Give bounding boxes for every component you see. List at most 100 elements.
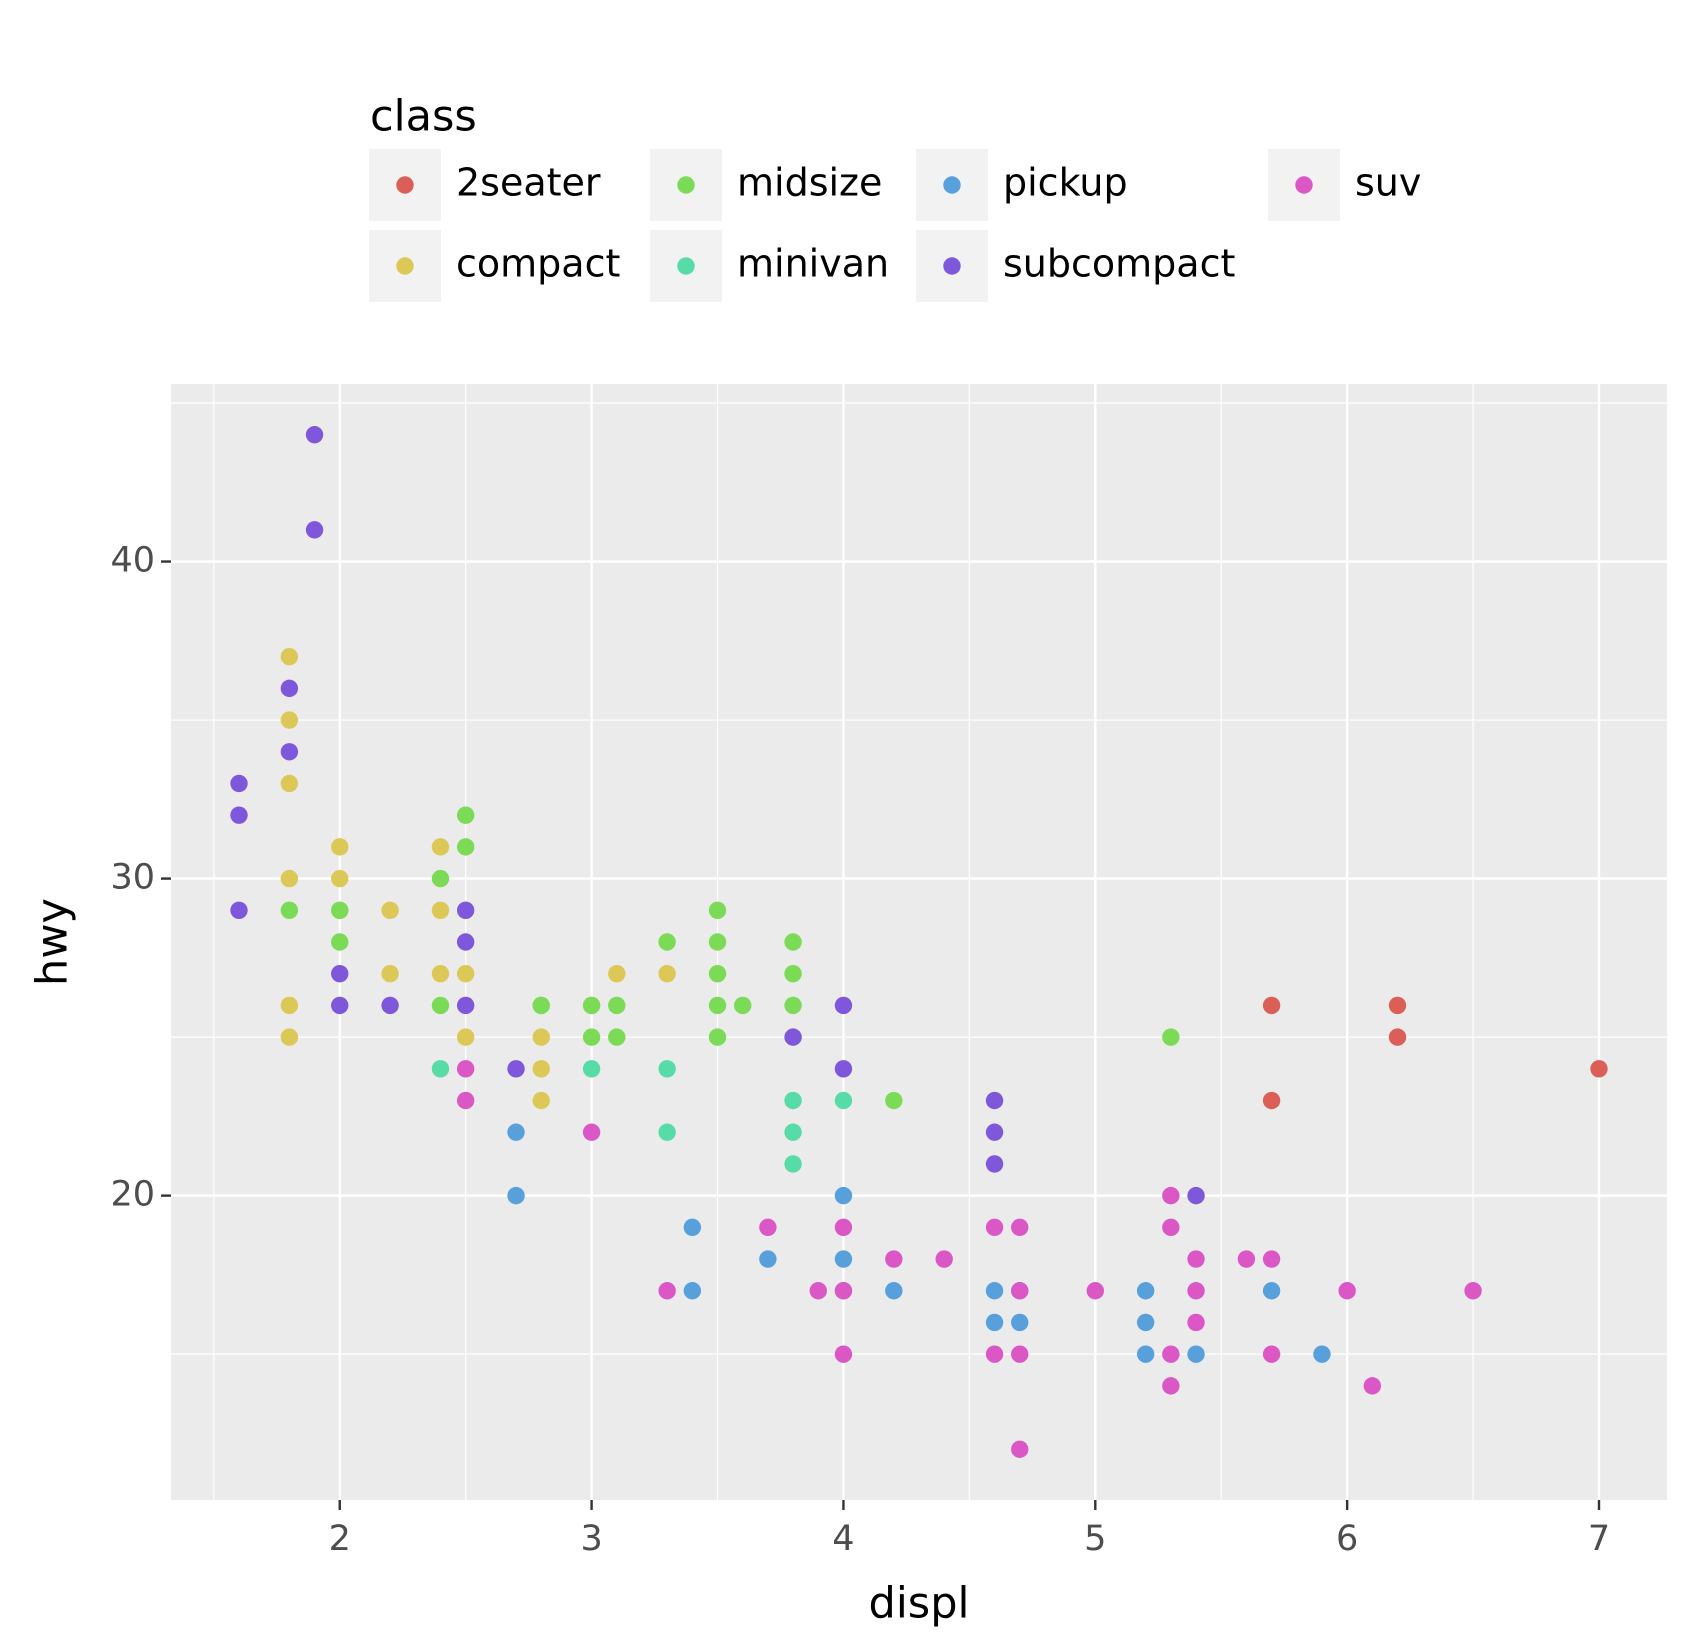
point	[834, 1218, 853, 1237]
point	[1011, 1345, 1029, 1363]
point	[1262, 1345, 1281, 1363]
point	[708, 1028, 727, 1046]
point	[507, 1060, 525, 1078]
legend-marker	[943, 176, 961, 194]
point	[1162, 1218, 1180, 1237]
legend-label: compact	[456, 242, 620, 286]
point	[1187, 1313, 1205, 1332]
legend-marker	[943, 257, 961, 275]
point	[608, 965, 626, 983]
point	[280, 901, 299, 919]
point	[582, 1028, 601, 1046]
legend-label: 2seater	[456, 161, 601, 205]
point	[784, 1091, 802, 1110]
point	[1464, 1282, 1482, 1300]
point	[431, 869, 450, 888]
point	[1313, 1345, 1331, 1363]
point	[985, 1123, 1004, 1141]
point	[683, 1218, 702, 1237]
point	[1388, 1028, 1407, 1046]
point	[683, 1282, 702, 1300]
legend-label: midsize	[737, 161, 882, 205]
point	[834, 996, 853, 1015]
point	[532, 1060, 550, 1078]
point	[985, 1345, 1004, 1363]
point	[658, 1060, 676, 1078]
point	[708, 965, 727, 983]
point	[431, 838, 450, 856]
point	[985, 1218, 1004, 1237]
point	[1388, 996, 1407, 1015]
point	[1187, 1345, 1205, 1363]
point	[1363, 1377, 1382, 1395]
point	[456, 965, 475, 983]
point	[1187, 1186, 1205, 1205]
point	[280, 774, 299, 793]
point	[784, 1123, 802, 1141]
point	[834, 1091, 853, 1110]
point	[985, 1155, 1004, 1173]
point	[708, 996, 727, 1015]
point	[935, 1250, 953, 1268]
point	[230, 901, 248, 919]
y-axis-title: hwy	[28, 898, 78, 986]
legend-label: pickup	[1003, 161, 1128, 205]
point	[280, 647, 299, 666]
point	[809, 1282, 827, 1300]
y-tick-label: 30	[110, 858, 155, 898]
point	[331, 996, 349, 1015]
point	[1086, 1282, 1104, 1300]
x-tick-label: 3	[580, 1519, 602, 1559]
point	[431, 996, 450, 1015]
point	[885, 1250, 903, 1268]
panel	[171, 384, 1667, 1500]
point	[784, 1155, 802, 1173]
legend-marker	[677, 257, 695, 275]
point	[507, 1186, 525, 1205]
y-tick-label: 20	[110, 1175, 155, 1215]
x-tick-label: 6	[1336, 1519, 1358, 1559]
point	[456, 1091, 475, 1110]
point	[280, 711, 299, 729]
y-tick-label: 40	[110, 541, 155, 581]
point	[305, 426, 324, 444]
point	[885, 1282, 903, 1300]
point	[1187, 1250, 1205, 1268]
point	[582, 1060, 601, 1078]
point	[1590, 1060, 1608, 1078]
legend-marker	[677, 176, 695, 194]
point	[431, 1060, 450, 1078]
point	[456, 1028, 475, 1046]
point	[1011, 1218, 1029, 1237]
point	[331, 901, 349, 919]
point	[280, 869, 299, 888]
point	[708, 933, 727, 951]
point	[1338, 1282, 1356, 1300]
point	[456, 933, 475, 951]
point	[834, 1345, 853, 1363]
x-tick-label: 2	[329, 1519, 351, 1559]
point	[280, 996, 299, 1015]
point	[1162, 1377, 1180, 1395]
x-tick-label: 5	[1084, 1519, 1106, 1559]
point	[658, 1123, 676, 1141]
point	[1237, 1250, 1256, 1268]
point	[230, 806, 248, 824]
point	[1162, 1345, 1180, 1363]
point	[230, 774, 248, 793]
point	[1011, 1313, 1029, 1332]
point	[431, 965, 450, 983]
legend-marker	[1295, 176, 1313, 194]
point	[1136, 1313, 1155, 1332]
point	[784, 996, 802, 1015]
point	[608, 996, 626, 1015]
point	[1187, 1282, 1205, 1300]
point	[759, 1218, 777, 1237]
legend-label: minivan	[737, 242, 889, 286]
point	[456, 806, 475, 824]
point	[381, 996, 399, 1015]
point	[759, 1250, 777, 1268]
point	[1262, 996, 1281, 1015]
point	[456, 901, 475, 919]
point	[985, 1282, 1004, 1300]
